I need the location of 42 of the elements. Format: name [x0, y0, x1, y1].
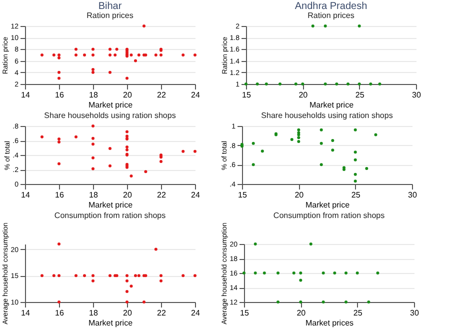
chart-title: Andhra Pradesh [294, 1, 368, 12]
x-tick-label: 18 [89, 90, 98, 100]
chart-title: Consumption from ration shops [273, 211, 385, 220]
x-tick-label: 25 [353, 308, 363, 318]
x-axis-title: Market prices [305, 318, 354, 328]
chart-subtitle: Ration prices [308, 11, 354, 20]
chart-title: Share households using ration shops [261, 111, 393, 120]
x-tick-label: 18 [89, 190, 98, 200]
x-axis-title: Market price [309, 100, 354, 110]
chart-title: Consumption from ration shops [54, 211, 166, 220]
x-tick-label: 20 [123, 90, 132, 100]
x-tick-label: 25 [351, 190, 361, 200]
x-tick-label: 20 [296, 308, 306, 318]
x-tick-label: 15 [242, 90, 252, 100]
x-tick-label: 20 [123, 308, 132, 318]
x-tick-label: 14 [21, 308, 30, 318]
x-tick-label: 16 [55, 190, 64, 200]
x-axis-title: Market price [88, 100, 134, 110]
x-tick-label: 30 [408, 190, 418, 200]
x-tick-label: 30 [410, 308, 420, 318]
chart-title: Bihar [98, 1, 122, 12]
x-axis-title: Market price [305, 200, 350, 210]
x-tick-label: 14 [21, 190, 30, 200]
x-tick-label: 16 [55, 308, 64, 318]
x-tick-label: 18 [89, 308, 98, 318]
x-tick-label: 16 [55, 90, 64, 100]
chart-title: Share households using ration shops [44, 111, 176, 120]
chart-subtitle: Ration prices [86, 11, 134, 20]
x-tick-label: 14 [21, 90, 30, 100]
x-tick-label: 20 [294, 190, 304, 200]
x-tick-label: 25 [355, 90, 365, 100]
x-axis-title: Market price [88, 318, 134, 328]
x-tick-label: 22 [157, 90, 166, 100]
x-axis-title: Market price [88, 200, 134, 210]
x-tick-label: 20 [298, 90, 308, 100]
x-tick-label: 20 [123, 190, 132, 200]
x-tick-label: 24 [191, 190, 200, 200]
x-tick-label: 30 [412, 90, 422, 100]
x-tick-label: 22 [157, 308, 166, 318]
x-tick-label: 24 [191, 90, 200, 100]
x-tick-label: 22 [157, 190, 166, 200]
x-tick-label: 24 [191, 308, 200, 318]
